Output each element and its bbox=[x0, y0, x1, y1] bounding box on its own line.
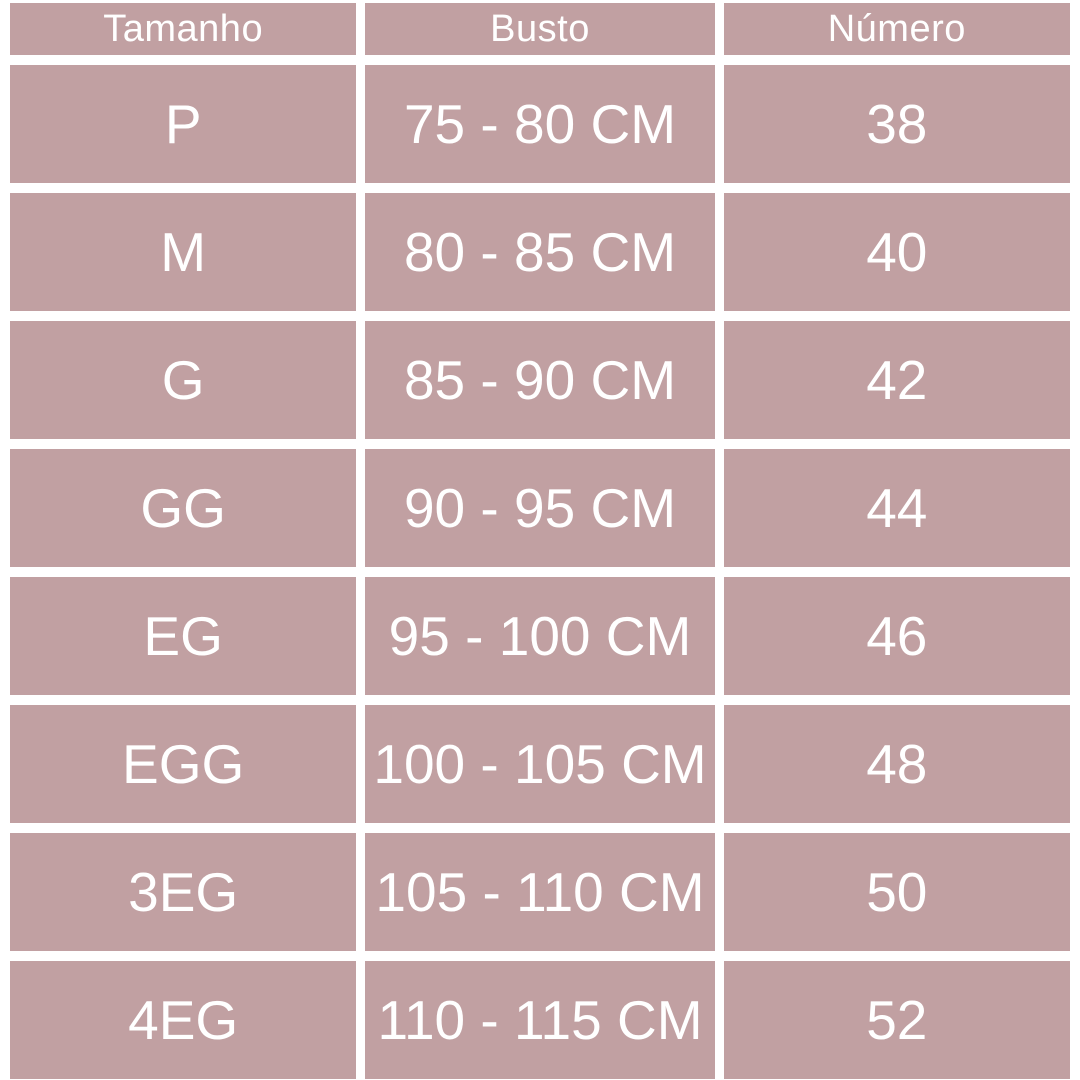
col-header-numero: Número bbox=[723, 3, 1070, 55]
bust-range-cell: 75 - 80 CM bbox=[365, 65, 715, 183]
bust-range-cell: 100 - 105 CM bbox=[365, 705, 715, 823]
size-cell: 4EG bbox=[10, 961, 357, 1079]
number-cell: 40 bbox=[723, 193, 1070, 311]
bust-range-cell: 105 - 110 CM bbox=[365, 833, 715, 951]
number-cell: 52 bbox=[723, 961, 1070, 1079]
size-cell: P bbox=[10, 65, 357, 183]
size-cell: M bbox=[10, 193, 357, 311]
size-chart-table: Tamanho Busto Número P 75 - 80 CM 38 M 8… bbox=[10, 3, 1070, 1079]
col-header-busto: Busto bbox=[365, 3, 715, 55]
size-cell: GG bbox=[10, 449, 357, 567]
number-cell: 48 bbox=[723, 705, 1070, 823]
bust-range-cell: 85 - 90 CM bbox=[365, 321, 715, 439]
size-cell: EGG bbox=[10, 705, 357, 823]
size-cell: 3EG bbox=[10, 833, 357, 951]
number-cell: 38 bbox=[723, 65, 1070, 183]
bust-range-cell: 110 - 115 CM bbox=[365, 961, 715, 1079]
bust-range-cell: 90 - 95 CM bbox=[365, 449, 715, 567]
bust-range-cell: 95 - 100 CM bbox=[365, 577, 715, 695]
number-cell: 50 bbox=[723, 833, 1070, 951]
number-cell: 42 bbox=[723, 321, 1070, 439]
size-cell: G bbox=[10, 321, 357, 439]
bust-range-cell: 80 - 85 CM bbox=[365, 193, 715, 311]
number-cell: 46 bbox=[723, 577, 1070, 695]
number-cell: 44 bbox=[723, 449, 1070, 567]
col-header-tamanho: Tamanho bbox=[10, 3, 357, 55]
size-cell: EG bbox=[10, 577, 357, 695]
